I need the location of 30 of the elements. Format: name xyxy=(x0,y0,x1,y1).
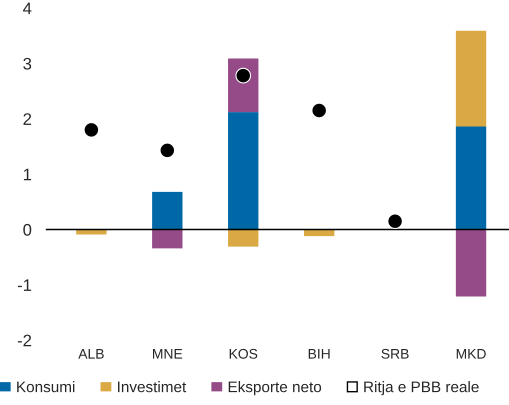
y-tick-label: -1 xyxy=(18,279,32,291)
bar xyxy=(228,112,258,230)
bar xyxy=(456,230,486,296)
legend-label: Eksporte neto xyxy=(228,381,322,396)
x-tick-label: MNE xyxy=(153,349,182,359)
point xyxy=(387,213,403,230)
legend-label: Investimet xyxy=(118,381,186,392)
x-tick-label: BIH xyxy=(308,349,330,359)
point xyxy=(84,122,100,138)
bar xyxy=(304,230,334,236)
bar xyxy=(152,192,182,230)
y-tick-label: 2 xyxy=(23,113,32,125)
bar xyxy=(152,230,182,248)
legend-label: Ritja e PBB reale xyxy=(364,381,479,396)
bar xyxy=(456,126,486,230)
x-tick-label: ALB xyxy=(78,349,104,359)
point xyxy=(159,142,176,158)
point xyxy=(235,68,252,84)
x-tick-label: SRB xyxy=(381,348,409,359)
x-tick-label: KOS xyxy=(230,348,258,359)
y-tick-label: 1 xyxy=(24,168,32,180)
point xyxy=(311,102,328,118)
y-tick-label: 3 xyxy=(23,58,32,70)
bar xyxy=(228,230,258,247)
y-tick-label: 0 xyxy=(23,224,32,236)
x-tick-label: MKD xyxy=(456,349,486,359)
bar xyxy=(456,30,486,127)
legend-label: Konsumi xyxy=(17,381,74,392)
y-tick-label: 4 xyxy=(23,2,32,14)
y-tick-label: -2 xyxy=(18,334,32,346)
